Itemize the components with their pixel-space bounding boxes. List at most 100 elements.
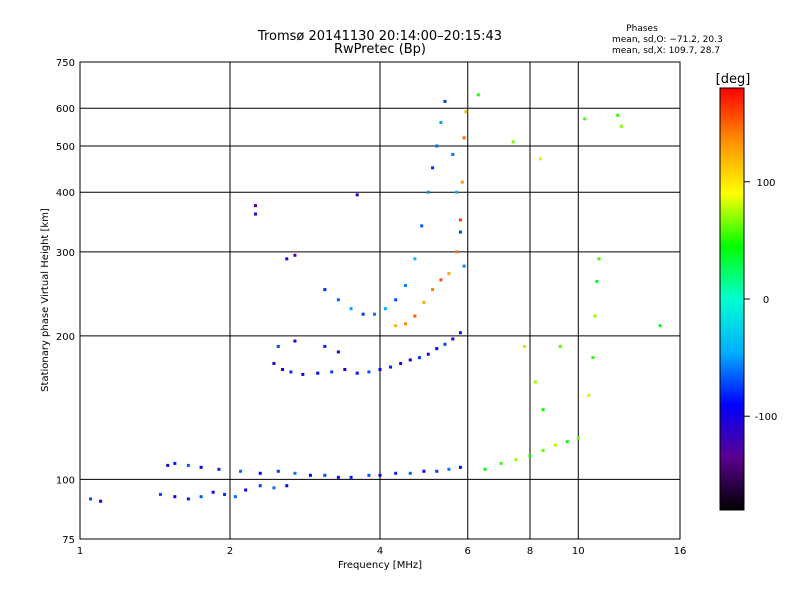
data-point [349, 475, 353, 479]
data-point [285, 484, 289, 488]
colorbar-tick-label: -100 [755, 412, 778, 423]
y-tick-label: 300 [56, 248, 75, 259]
data-point [336, 350, 340, 354]
data-point [258, 484, 262, 488]
data-point [166, 463, 170, 467]
data-point [89, 497, 93, 501]
phase-info-o: mean, sd,O: −71.2, 20.3 [612, 35, 723, 45]
data-point [576, 436, 580, 440]
series-points [394, 110, 468, 328]
data-point [483, 467, 487, 471]
data-point [293, 339, 297, 343]
phase-info-x: mean, sd,X: 109.7, 28.7 [612, 46, 720, 56]
data-point [451, 152, 455, 156]
data-point [272, 486, 276, 490]
data-point [458, 218, 462, 222]
series-points [323, 99, 466, 316]
data-point [217, 467, 221, 471]
chart-title: Tromsø 20141130 20:14:00–20:15:43 [257, 29, 502, 44]
data-point [336, 298, 340, 302]
x-tick-label: 8 [527, 546, 533, 557]
data-point [239, 469, 243, 473]
data-point [223, 492, 227, 496]
series-points [89, 461, 462, 503]
data-point [378, 367, 382, 371]
grid-lines [80, 62, 680, 539]
data-point [413, 257, 417, 261]
data-point [173, 461, 177, 465]
data-point [272, 361, 276, 365]
x-axis-label: Frequency [MHz] [338, 560, 422, 571]
data-point [289, 370, 293, 374]
data-point [378, 473, 382, 477]
data-point [408, 358, 412, 362]
data-point [593, 314, 597, 318]
data-point [244, 488, 248, 492]
data-point [99, 499, 103, 503]
data-point [499, 461, 503, 465]
data-point [458, 331, 462, 335]
data-point [413, 314, 417, 318]
data-point [443, 342, 447, 346]
series-points [253, 193, 359, 261]
data-point [355, 371, 359, 375]
data-point [431, 288, 435, 292]
data-point [528, 454, 532, 458]
series-points [476, 93, 662, 471]
data-points [89, 93, 662, 503]
colorbar-tick-label: 0 [763, 295, 769, 306]
y-tick-label: 100 [56, 475, 75, 486]
data-point [658, 324, 662, 328]
data-point [422, 300, 426, 304]
data-point [186, 497, 190, 501]
data-point [173, 495, 177, 499]
data-point [336, 475, 340, 479]
data-point [308, 473, 312, 477]
data-point [367, 473, 371, 477]
data-point [330, 370, 334, 374]
data-point [389, 365, 393, 369]
y-tick-label: 400 [56, 188, 75, 199]
phase-info-title: Phases [626, 24, 658, 34]
data-point [394, 324, 398, 328]
y-ticks: 75 100 200 300 400 500 600 750 [56, 58, 75, 546]
data-point [587, 393, 591, 397]
data-point [285, 257, 289, 261]
data-point [523, 344, 527, 348]
data-point [281, 367, 285, 371]
data-point [383, 307, 387, 311]
data-point [451, 337, 455, 341]
data-point [349, 307, 353, 311]
data-point [541, 448, 545, 452]
data-point [403, 322, 407, 326]
plot-frame [79, 61, 681, 540]
data-point [373, 312, 377, 316]
data-point [462, 264, 466, 268]
chart-subtitle: RwPretec (Bp) [334, 42, 426, 57]
data-point [458, 465, 462, 469]
data-point [476, 93, 480, 97]
data-point [293, 471, 297, 475]
y-tick-label: 600 [56, 104, 75, 115]
data-point [558, 344, 562, 348]
data-point [458, 230, 462, 234]
data-point [426, 190, 430, 194]
data-point [343, 367, 347, 371]
data-point [211, 490, 215, 494]
data-point [253, 212, 257, 216]
data-point [403, 283, 407, 287]
colorbar-tick-label: 100 [756, 178, 775, 189]
data-point [323, 344, 327, 348]
data-point [367, 370, 371, 374]
data-point [199, 495, 203, 499]
y-tick-label: 75 [62, 535, 75, 546]
data-point [464, 110, 468, 114]
data-point [361, 312, 365, 316]
data-point [583, 117, 587, 121]
data-point [431, 166, 435, 170]
data-point [539, 157, 543, 161]
series-points [272, 331, 462, 376]
data-point [355, 193, 359, 197]
data-point [447, 272, 451, 276]
